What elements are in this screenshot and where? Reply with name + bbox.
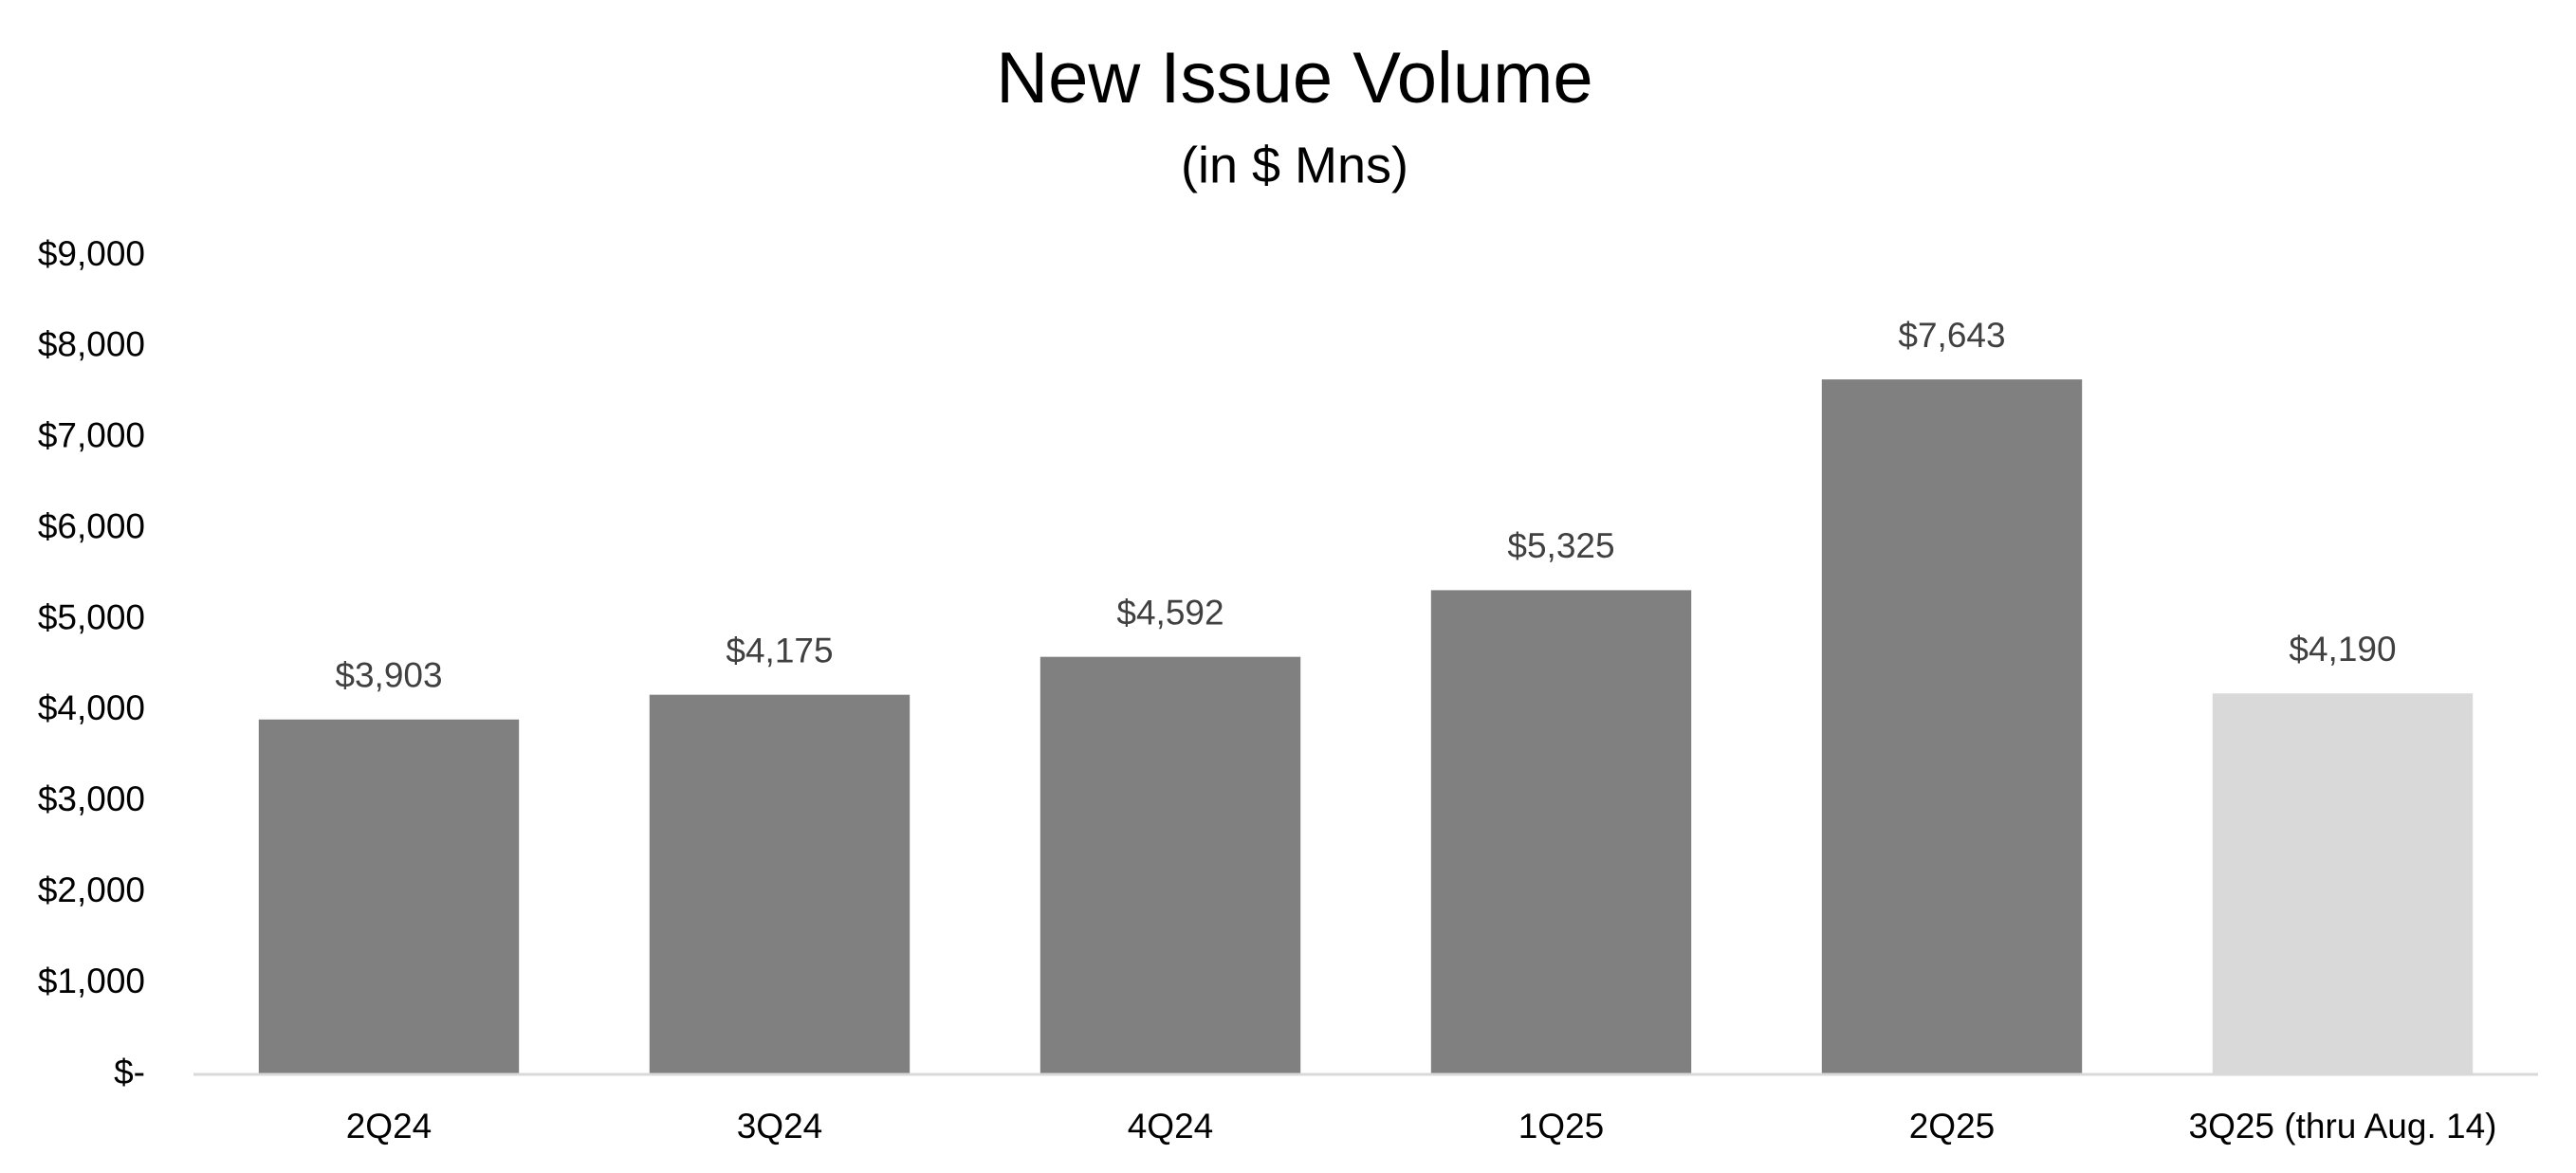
x-tick-label: 1Q25 bbox=[1518, 1107, 1605, 1146]
value-label: $7,643 bbox=[1898, 316, 2005, 355]
chart-title: New Issue Volume bbox=[996, 38, 1592, 119]
value-label: $5,325 bbox=[1507, 526, 1614, 565]
y-tick-label: $2,000 bbox=[38, 871, 145, 909]
y-tick-label: $1,000 bbox=[38, 962, 145, 1000]
bar bbox=[1821, 379, 2083, 1074]
value-label: $4,190 bbox=[2289, 630, 2396, 669]
bar bbox=[2212, 693, 2474, 1074]
chart-subtitle: (in $ Mns) bbox=[1181, 137, 1408, 193]
x-tick-label: 2Q24 bbox=[346, 1107, 432, 1146]
value-label: $4,592 bbox=[1116, 593, 1224, 632]
value-label: $3,903 bbox=[335, 656, 442, 695]
x-tick-label: 3Q25 (thru Aug. 14) bbox=[2189, 1107, 2497, 1146]
x-tick-label: 3Q24 bbox=[737, 1107, 823, 1146]
y-tick-label: $6,000 bbox=[38, 506, 145, 545]
y-tick-label: $5,000 bbox=[38, 597, 145, 636]
x-tick-label: 2Q25 bbox=[1909, 1107, 1996, 1146]
bar bbox=[258, 719, 520, 1074]
y-tick-label: $7,000 bbox=[38, 416, 145, 455]
y-tick-label: $4,000 bbox=[38, 688, 145, 727]
y-tick-label: $8,000 bbox=[38, 325, 145, 364]
y-tick-label: $- bbox=[114, 1053, 145, 1091]
x-tick-label: 4Q24 bbox=[1128, 1107, 1214, 1146]
y-tick-label: $3,000 bbox=[38, 779, 145, 818]
value-label: $4,175 bbox=[726, 631, 833, 669]
bar bbox=[1430, 590, 1692, 1074]
bar bbox=[1040, 656, 1301, 1074]
bar bbox=[649, 694, 911, 1074]
y-tick-label: $9,000 bbox=[38, 234, 145, 273]
